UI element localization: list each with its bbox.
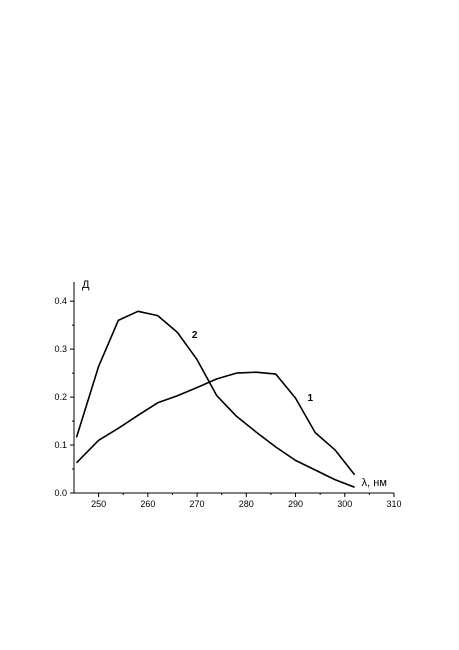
x-tick-label: 310 (386, 499, 401, 509)
x-axis-title: λ, нм (362, 477, 387, 489)
series-layer (75, 310, 356, 488)
y-tick-label: 0.0 (54, 488, 67, 498)
x-ticks: 250 260 270 280 290 300 310 (91, 493, 402, 509)
curve-label: 1 (308, 393, 314, 404)
y-tick-label: 0.2 (54, 392, 67, 402)
axes (73, 282, 394, 494)
x-tick-label: 270 (190, 499, 205, 509)
curve-label: 2 (192, 330, 198, 341)
y-tick-label: 0.1 (54, 440, 67, 450)
y-tick-label: 0.4 (54, 296, 67, 306)
y-ticks: 0.0 0.1 0.2 0.3 0.4 (54, 296, 74, 498)
y-axis-title: Д (82, 279, 90, 291)
series-line-1 (75, 371, 356, 476)
x-tick-label: 260 (140, 499, 155, 509)
annotation-layer: 12 (192, 330, 314, 404)
x-tick-label: 250 (91, 499, 106, 509)
series-line-2 (75, 310, 355, 488)
y-tick-label: 0.3 (54, 344, 67, 354)
x-tick-label: 280 (239, 499, 254, 509)
x-tick-label: 290 (288, 499, 303, 509)
x-tick-label: 300 (337, 499, 352, 509)
